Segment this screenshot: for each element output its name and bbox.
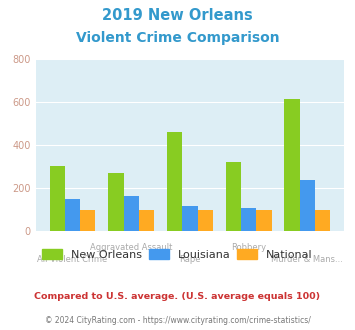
Bar <box>284 99 300 231</box>
Bar <box>256 210 272 231</box>
Bar <box>65 199 80 231</box>
Text: All Violent Crime: All Violent Crime <box>37 255 108 264</box>
Text: Compared to U.S. average. (U.S. average equals 100): Compared to U.S. average. (U.S. average … <box>34 292 321 301</box>
Bar <box>80 210 95 231</box>
Bar <box>315 210 330 231</box>
Bar <box>182 206 198 231</box>
Text: Murder & Mans...: Murder & Mans... <box>272 255 343 264</box>
Bar <box>198 210 213 231</box>
Text: Violent Crime Comparison: Violent Crime Comparison <box>76 31 279 45</box>
Bar <box>167 132 182 231</box>
Bar <box>139 210 154 231</box>
Text: Rape: Rape <box>179 255 201 264</box>
Bar <box>124 196 139 231</box>
Bar <box>241 208 256 231</box>
Text: Robbery: Robbery <box>231 243 266 252</box>
Bar <box>108 173 124 231</box>
Bar <box>226 162 241 231</box>
Text: © 2024 CityRating.com - https://www.cityrating.com/crime-statistics/: © 2024 CityRating.com - https://www.city… <box>45 316 310 325</box>
Text: Aggravated Assault: Aggravated Assault <box>90 243 173 252</box>
Bar <box>300 180 315 231</box>
Bar <box>50 166 65 231</box>
Legend: New Orleans, Louisiana, National: New Orleans, Louisiana, National <box>38 245 317 264</box>
Text: 2019 New Orleans: 2019 New Orleans <box>102 8 253 23</box>
